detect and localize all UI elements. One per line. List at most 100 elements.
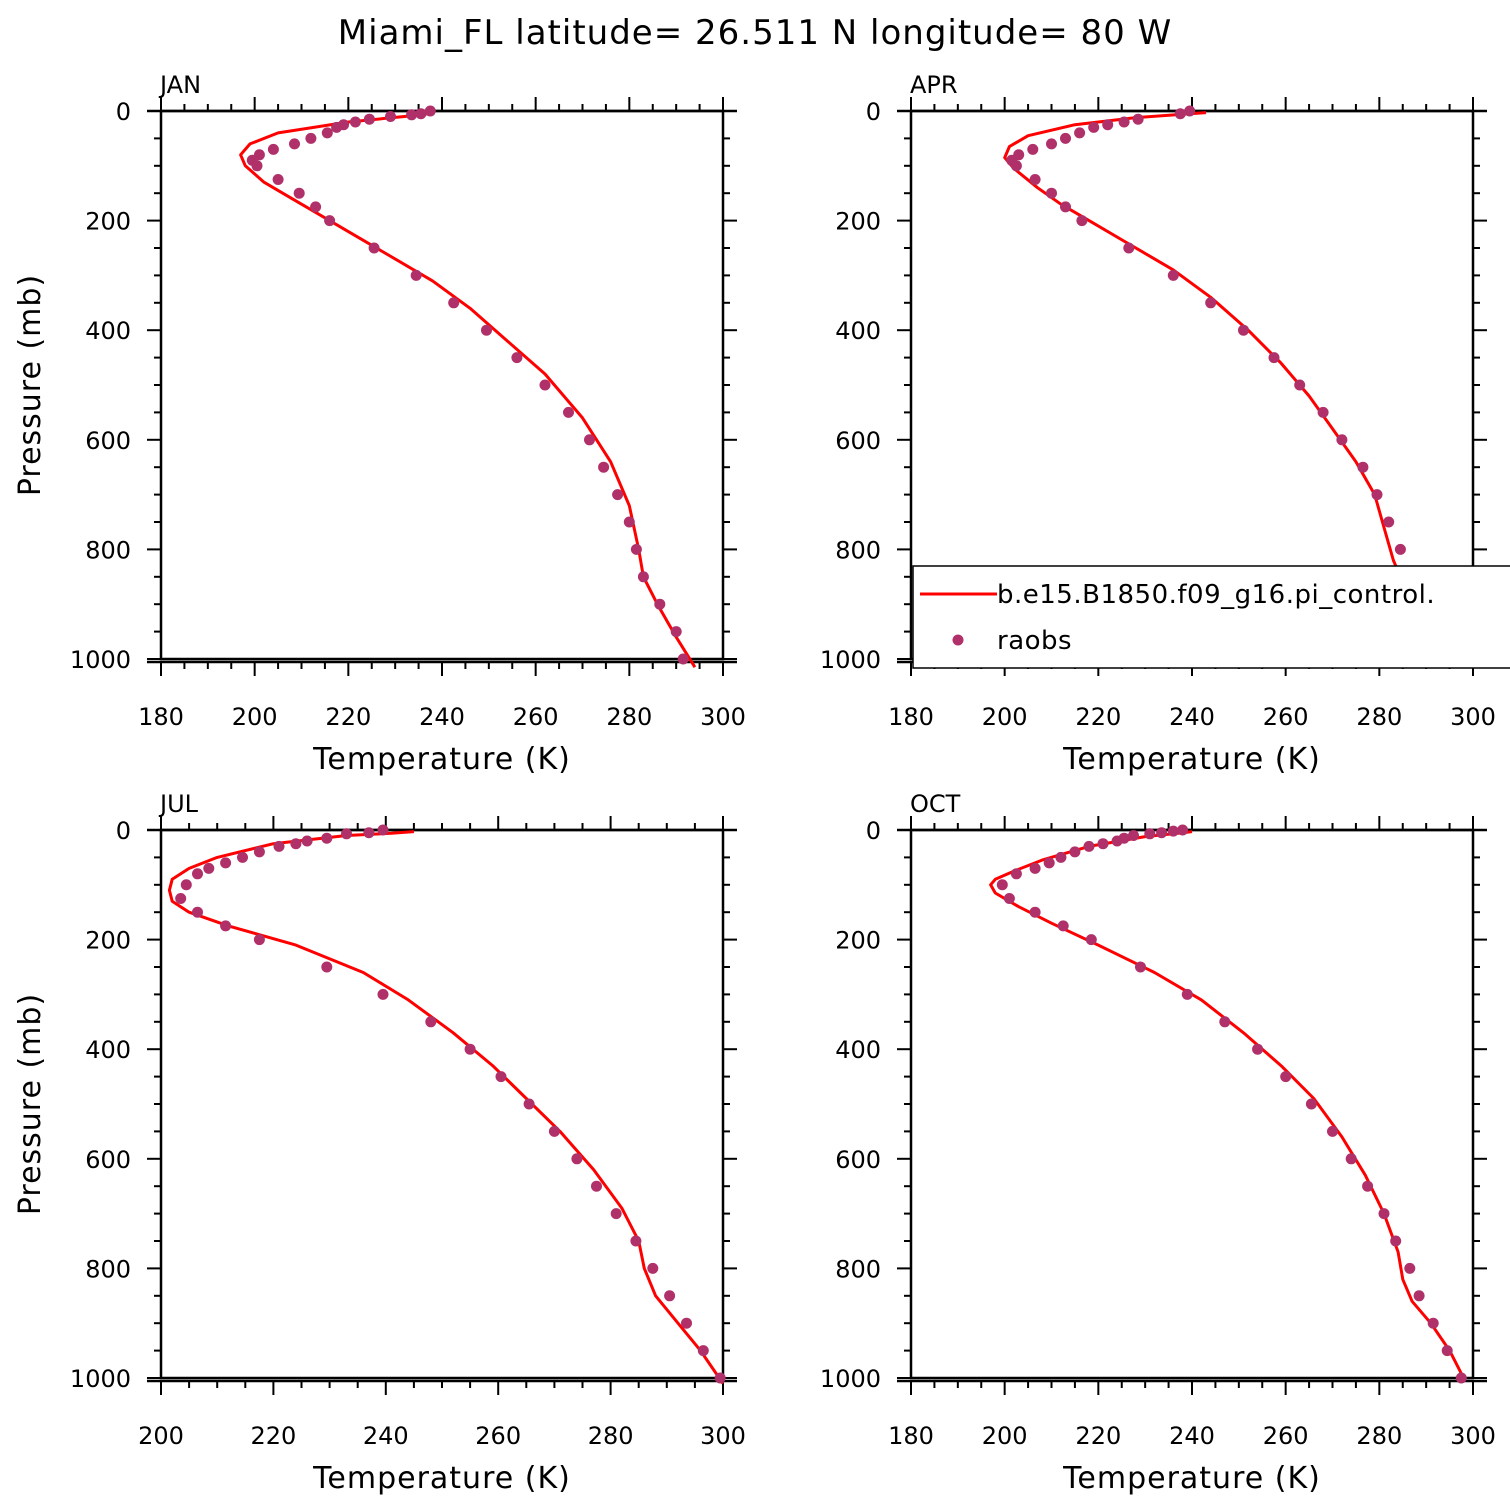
raobs-point bbox=[610, 1208, 622, 1220]
raobs-point bbox=[1055, 851, 1067, 863]
raobs-point bbox=[647, 1262, 659, 1274]
raobs-point bbox=[481, 324, 492, 336]
x-tick-label: 240 bbox=[1169, 1422, 1215, 1450]
raobs-point bbox=[1097, 838, 1109, 850]
raobs-point bbox=[180, 879, 192, 891]
raobs-point bbox=[612, 489, 624, 501]
raobs-point bbox=[591, 1180, 602, 1192]
y-tick-label: 600 bbox=[85, 1146, 131, 1174]
x-tick-label: 240 bbox=[363, 1422, 409, 1450]
raobs-point bbox=[630, 543, 642, 555]
raobs-point bbox=[1060, 201, 1071, 213]
raobs-point bbox=[220, 920, 232, 932]
raobs-point bbox=[1252, 1043, 1264, 1055]
raobs-point bbox=[1135, 961, 1146, 973]
raobs-point bbox=[1102, 119, 1114, 131]
plot-data bbox=[989, 824, 1467, 1384]
y-tick-label: 400 bbox=[835, 1036, 881, 1064]
x-tick-label: 200 bbox=[982, 703, 1028, 731]
raobs-point bbox=[1027, 143, 1039, 155]
raobs-point bbox=[548, 1125, 560, 1137]
raobs-point bbox=[681, 1317, 692, 1329]
y-tick-label: 600 bbox=[835, 427, 881, 455]
y-tick-label: 200 bbox=[835, 927, 881, 955]
raobs-point bbox=[996, 879, 1008, 891]
raobs-point bbox=[1371, 489, 1383, 501]
panel-title: APR bbox=[910, 71, 958, 99]
model-series-line bbox=[989, 830, 1465, 1379]
raobs-point bbox=[1413, 1290, 1425, 1302]
y-tick-label: 1000 bbox=[820, 1365, 881, 1393]
raobs-point bbox=[584, 434, 595, 446]
raobs-point bbox=[1156, 827, 1168, 839]
raobs-point bbox=[253, 846, 265, 858]
raobs-point bbox=[1111, 835, 1123, 847]
raobs-point bbox=[714, 1372, 726, 1384]
raobs-point bbox=[237, 851, 248, 863]
raobs-point bbox=[571, 1153, 583, 1165]
x-tick-label: 300 bbox=[1450, 703, 1496, 731]
x-axis-label: Temperature (K) bbox=[1062, 742, 1321, 777]
plot-data bbox=[239, 105, 697, 668]
raobs-point bbox=[1394, 543, 1406, 555]
raobs-point bbox=[293, 187, 305, 199]
raobs-point bbox=[321, 961, 333, 973]
raobs-point bbox=[448, 297, 460, 309]
legend: b.e15.B1850.f09_g16.pi_control. raobs bbox=[912, 565, 1510, 669]
x-tick-label: 260 bbox=[475, 1422, 521, 1450]
raobs-point bbox=[425, 1016, 437, 1028]
raobs-point bbox=[1390, 1235, 1402, 1247]
x-tick-label: 300 bbox=[1450, 1422, 1496, 1450]
x-axis-label: Temperature (K) bbox=[1062, 1461, 1321, 1496]
raobs-point bbox=[1177, 824, 1189, 836]
raobs-point bbox=[1357, 461, 1369, 473]
raobs-point bbox=[464, 1043, 476, 1055]
raobs-point bbox=[267, 143, 279, 155]
legend-box bbox=[912, 565, 1510, 669]
raobs-point bbox=[1144, 828, 1156, 840]
panel-title: JUL bbox=[158, 790, 199, 818]
raobs-point bbox=[1043, 857, 1055, 869]
legend-obs-label: raobs bbox=[997, 626, 1072, 656]
raobs-point bbox=[664, 1290, 676, 1302]
raobs-point bbox=[1060, 132, 1071, 144]
y-tick-label: 0 bbox=[866, 817, 881, 845]
raobs-point bbox=[598, 461, 610, 473]
raobs-point bbox=[1083, 840, 1095, 852]
x-tick-label: 240 bbox=[419, 703, 465, 731]
raobs-point bbox=[1167, 269, 1179, 281]
raobs-point bbox=[310, 201, 322, 213]
x-axis-label: Temperature (K) bbox=[312, 742, 571, 777]
raobs-point bbox=[377, 988, 389, 1000]
x-tick-label: 220 bbox=[1075, 703, 1121, 731]
x-tick-label: 240 bbox=[1169, 703, 1215, 731]
raobs-point bbox=[1046, 187, 1057, 199]
legend-model-label: b.e15.B1850.f09_g16.pi_control. bbox=[997, 580, 1435, 610]
raobs-point bbox=[253, 934, 265, 946]
panel-apr: 180 200 220 240 260 280 300 0 200 400 600 800 1000 AP… bbox=[820, 71, 1496, 777]
raobs-point bbox=[623, 516, 635, 528]
raobs-point bbox=[1029, 174, 1041, 185]
raobs-point bbox=[192, 906, 203, 918]
raobs-point bbox=[1205, 297, 1217, 309]
x-tick-label: 300 bbox=[700, 1422, 746, 1450]
y-tick-label: 800 bbox=[835, 536, 881, 564]
y-tick-label: 1000 bbox=[820, 646, 881, 674]
raobs-point bbox=[1074, 127, 1086, 139]
raobs-point bbox=[1088, 121, 1100, 133]
raobs-point bbox=[1441, 1345, 1453, 1357]
y-tick-label: 1000 bbox=[70, 1365, 131, 1393]
raobs-point bbox=[563, 406, 574, 418]
raobs-point bbox=[1294, 379, 1306, 391]
model-series-line bbox=[1003, 111, 1456, 666]
raobs-point bbox=[1029, 906, 1041, 918]
raobs-point bbox=[1181, 988, 1193, 1000]
raobs-point bbox=[677, 653, 689, 665]
figure-title: Miami_FL latitude= 26.511 N longitude= 8… bbox=[338, 13, 1172, 53]
raobs-point bbox=[406, 109, 418, 121]
y-tick-label: 800 bbox=[835, 1255, 881, 1283]
raobs-point bbox=[363, 827, 375, 839]
raobs-point bbox=[1317, 406, 1329, 418]
raobs-point bbox=[363, 113, 375, 125]
raobs-point bbox=[654, 598, 666, 610]
